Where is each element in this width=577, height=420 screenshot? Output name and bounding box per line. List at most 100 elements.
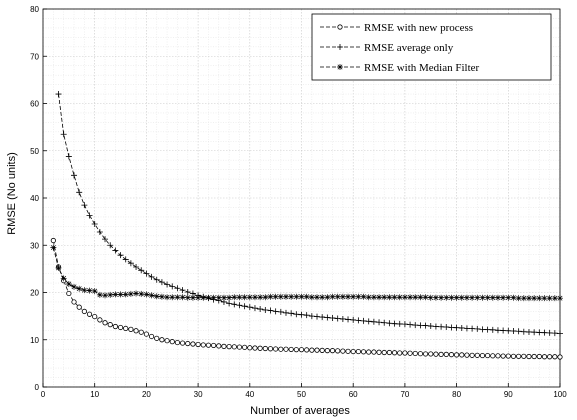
data-point [381, 319, 388, 326]
data-point [500, 327, 507, 334]
legend-entry-3: RMSE with Median Filter [320, 62, 480, 74]
x-tick-label: 20 [142, 390, 151, 399]
data-point [71, 283, 78, 290]
data-point [251, 294, 258, 301]
data-point [438, 294, 445, 301]
data-point [494, 294, 501, 301]
data-point [174, 285, 181, 292]
data-point [138, 290, 145, 297]
data-point [278, 346, 284, 352]
data-point [102, 236, 109, 243]
data-point [536, 329, 543, 336]
data-point [86, 212, 93, 219]
data-point [505, 294, 512, 301]
data-point [273, 346, 279, 352]
data-point [324, 348, 330, 354]
data-point [241, 303, 248, 310]
data-point [557, 295, 563, 302]
data-point [386, 294, 393, 301]
data-point [547, 354, 553, 360]
data-point [184, 294, 191, 301]
data-point [505, 327, 512, 334]
data-point [546, 295, 553, 302]
data-point [226, 344, 232, 350]
data-point [525, 295, 532, 302]
data-point [185, 340, 191, 347]
data-point [257, 294, 264, 301]
data-point [71, 299, 77, 305]
data-point [205, 294, 212, 301]
data-point [91, 288, 98, 295]
data-point [401, 321, 408, 328]
data-point [474, 294, 481, 301]
data-point [417, 322, 424, 329]
data-point [459, 352, 465, 358]
x-tick-label: 40 [245, 390, 254, 399]
data-point [195, 341, 201, 348]
data-point [133, 263, 140, 270]
data-point [272, 308, 279, 315]
data-point [288, 346, 294, 353]
data-point [345, 348, 351, 354]
data-point [541, 354, 548, 360]
data-point [453, 294, 460, 301]
data-point [102, 320, 108, 326]
data-point [458, 324, 465, 331]
data-point [386, 349, 392, 356]
data-point [174, 294, 181, 301]
data-point [381, 349, 387, 356]
data-point [490, 353, 496, 359]
data-point [76, 189, 83, 196]
data-point [557, 354, 563, 360]
data-point [117, 252, 124, 259]
data-point [422, 322, 429, 329]
axis-ticks: 0 10 20 30 40 50 60 70 80 90 100 0 10 20 30 40 50 60 70 80 [30, 5, 567, 399]
data-point [319, 314, 326, 321]
data-point [66, 290, 72, 297]
data-point [531, 295, 538, 302]
data-point [303, 312, 310, 319]
series-3 [50, 244, 563, 302]
legend-marker [337, 24, 343, 30]
data-point [365, 294, 372, 301]
x-tick-label: 70 [400, 390, 409, 399]
data-point [241, 294, 248, 301]
x-axis-label: Number of averages [250, 405, 350, 417]
legend-marker [337, 64, 343, 70]
data-point [536, 295, 543, 302]
data-point [277, 293, 284, 300]
data-point [479, 326, 486, 333]
data-point [340, 348, 346, 354]
data-point [329, 315, 336, 322]
data-point [231, 294, 238, 301]
data-point [128, 326, 134, 332]
data-point [391, 294, 398, 301]
data-point [484, 294, 491, 301]
data-point [525, 328, 532, 335]
data-point [494, 327, 501, 334]
data-point [453, 352, 460, 358]
data-point [65, 280, 72, 287]
data-point [443, 351, 449, 357]
x-tick-label: 100 [553, 390, 567, 399]
data-point [541, 295, 548, 302]
data-point [174, 339, 181, 346]
data-point [360, 317, 367, 324]
data-point [117, 291, 124, 298]
data-point [195, 294, 202, 301]
data-point [164, 338, 170, 344]
data-point [458, 294, 465, 301]
data-point [366, 349, 372, 355]
data-point [76, 285, 83, 292]
data-point [417, 294, 424, 301]
data-point [267, 346, 274, 352]
data-point [262, 345, 268, 352]
data-point [443, 323, 450, 330]
data-point [50, 244, 57, 251]
data-point [282, 293, 289, 300]
data-point [153, 276, 160, 283]
data-point [272, 293, 279, 300]
data-point [510, 294, 517, 301]
data-point [469, 352, 475, 358]
